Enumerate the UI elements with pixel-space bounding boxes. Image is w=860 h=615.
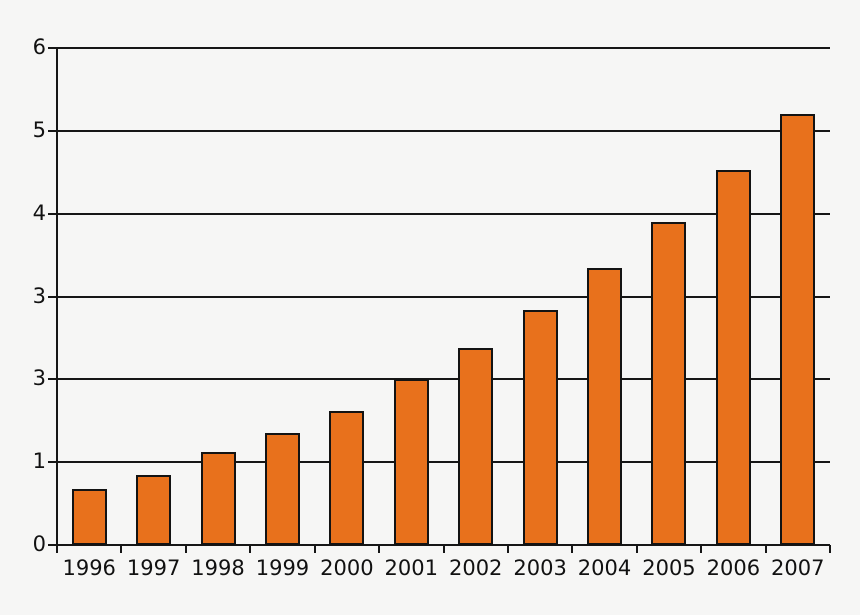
gridline-6 [57,47,830,49]
x-tick-6 [442,545,445,553]
x-tick-label-1997: 1997 [126,556,181,580]
x-tick-label-2002: 2002 [448,556,503,580]
y-tick-2 [48,378,57,381]
gridline-1 [57,461,830,464]
bar-2003 [522,310,558,545]
x-tick-label-2003: 2003 [513,556,567,580]
y-tick-label: 6 [32,35,46,59]
x-tick-11 [764,545,767,553]
bar-1996 [71,489,107,545]
y-tick-label: 5 [32,117,46,142]
gridline-5 [57,129,830,132]
gridline-3 [57,295,830,298]
bar-2007 [780,114,816,545]
y-tick-5 [48,129,57,132]
x-tick-label-2007: 2007 [771,556,825,580]
bar-1999 [264,433,300,545]
y-tick-label: 0 [32,532,46,556]
bar-1997 [136,475,172,545]
y-axis-line [56,48,58,552]
x-tick-label-2006: 2006 [706,556,761,580]
x-tick-label-2001: 2001 [384,556,438,580]
y-tick-label: 3 [32,283,46,308]
bar-2006 [715,170,751,545]
x-tick-1 [120,545,123,553]
plot-area [56,47,830,552]
y-tick-label: 3 [32,366,46,391]
bar-1998 [200,452,236,545]
bar-2000 [329,411,365,545]
x-tick-8 [571,545,574,553]
y-tick-label: 4 [32,200,46,225]
x-tick-label-1996: 1996 [62,556,116,580]
x-tick-label-2000: 2000 [320,556,374,580]
y-tick-3 [48,295,57,298]
x-tick-10 [700,545,703,553]
x-tick-7 [506,545,509,553]
bar-2004 [587,268,623,545]
y-tick-label: 1 [32,449,46,474]
bar-2002 [458,348,494,545]
y-tick-0 [48,544,57,546]
gridline-2 [57,378,830,381]
y-tick-6 [48,47,57,49]
x-tick-4 [313,545,316,553]
y-tick-1 [48,461,57,464]
x-tick-0 [56,545,58,553]
x-tick-label-1999: 1999 [255,556,310,580]
x-tick-2 [184,545,187,553]
x-tick-5 [378,545,381,553]
gridline-4 [57,212,830,215]
x-tick-9 [635,545,638,553]
y-tick-4 [48,212,57,215]
x-tick-label-2004: 2004 [577,556,632,580]
x-tick-12 [829,545,831,553]
bar-2005 [651,222,687,545]
x-tick-label-1998: 1998 [191,556,245,580]
x-tick-3 [249,545,252,553]
bar-2001 [393,379,429,545]
x-tick-label-2005: 2005 [642,556,696,580]
